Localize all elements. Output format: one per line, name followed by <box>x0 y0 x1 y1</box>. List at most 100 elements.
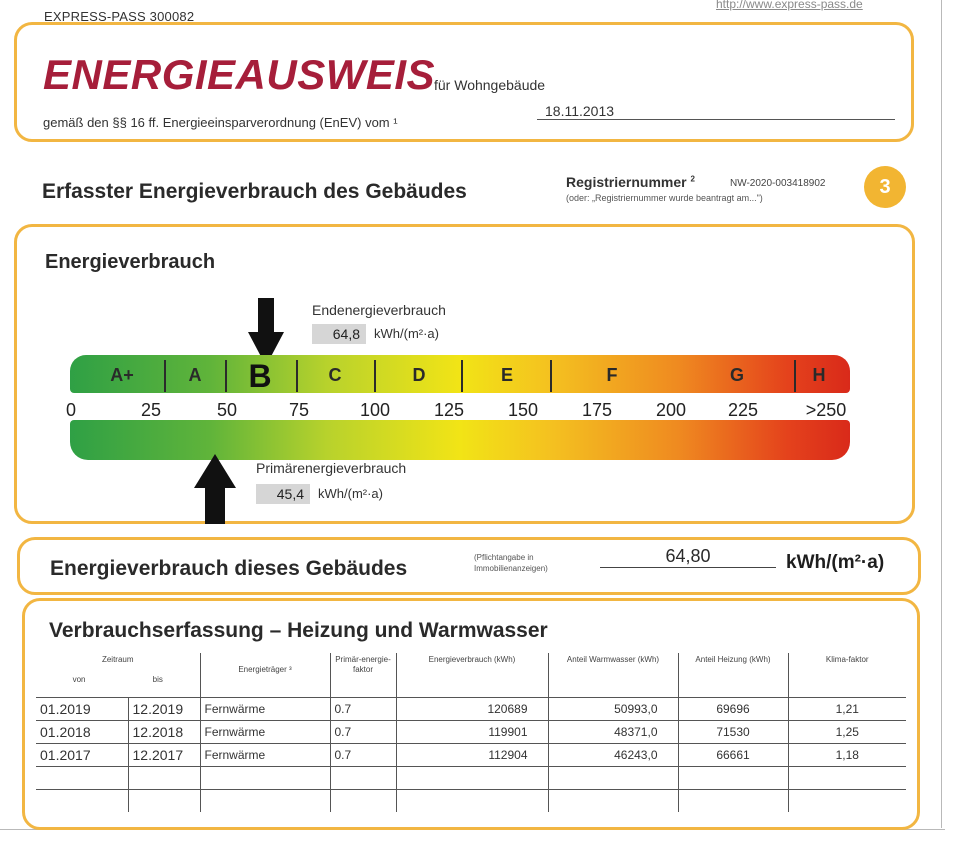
energy-class-a: A <box>188 365 202 385</box>
end-energy-value: 64,8 <box>312 324 366 344</box>
scale-tick: 225 <box>727 400 759 420</box>
scale-tick: >250 <box>805 400 847 420</box>
cell-empty <box>547 789 678 812</box>
scale-tick: 0 <box>65 400 76 420</box>
class-divider <box>296 360 298 392</box>
table-row-empty <box>36 766 906 790</box>
energy-class-d: D <box>412 365 426 385</box>
cell-empty <box>329 766 396 790</box>
energy-class-h: H <box>812 365 826 385</box>
cell-empty <box>127 789 200 812</box>
end-energy-label: Endenergieverbrauch <box>312 302 446 318</box>
scale-tick: 150 <box>507 400 539 420</box>
header-von: von <box>72 675 86 684</box>
scale-tick: 100 <box>359 400 391 420</box>
consumption-record-title: Verbrauchserfassung – Heizung und Warmwa… <box>49 619 548 642</box>
cell-empty <box>329 789 396 812</box>
building-consumption-title: Energieverbrauch dieses Gebäudes <box>50 557 408 580</box>
energy-class-f: F <box>606 365 618 385</box>
energy-class-aplus: A+ <box>110 365 134 385</box>
class-divider <box>550 360 552 392</box>
energy-class-g: G <box>729 365 744 385</box>
cell-bis: 12.2019 <box>127 697 200 721</box>
cell-bis: 12.2018 <box>127 720 200 744</box>
cell-heizung: 69696 <box>677 697 788 721</box>
cell-von: 01.2018 <box>36 720 128 744</box>
cell-heizung: 71530 <box>677 720 788 744</box>
header-energietraeger-label: Energieträger ³ <box>238 665 292 674</box>
cell-empty <box>199 789 330 812</box>
cell-warmwasser: 46243,0 <box>547 743 678 767</box>
table-row: 01.2019 12.2019 Fernwärme 0.7 120689 509… <box>36 697 906 721</box>
energy-class-c: C <box>328 365 342 385</box>
page-number-badge: 3 <box>864 166 906 208</box>
document-title: ENERGIEAUSWEIS <box>43 51 436 98</box>
primary-energy-unit: kWh/(m²·a) <box>318 486 383 501</box>
primary-energy-value: 45,4 <box>256 484 310 504</box>
table-header-row: Zeitraum von bis Energieträger ³ Primär-… <box>36 653 906 698</box>
energy-class-scale <box>70 355 850 393</box>
scale-tick: 200 <box>655 400 687 420</box>
cell-empty <box>677 789 788 812</box>
class-divider <box>374 360 376 392</box>
consumption-table: Zeitraum von bis Energieträger ³ Primär-… <box>36 653 906 812</box>
cell-klima: 1,18 <box>787 743 906 767</box>
header-primaerfaktor: Primär-energie-faktor <box>329 653 396 698</box>
cell-empty <box>677 766 788 790</box>
primary-energy-arrow-icon <box>194 454 236 524</box>
energy-class-e: E <box>500 365 513 385</box>
header-bis: bis <box>152 675 163 684</box>
cell-von: 01.2019 <box>36 697 128 721</box>
scale-tick: 50 <box>216 400 238 420</box>
document-subtitle: für Wohngebäude <box>434 77 546 93</box>
cell-faktor: 0.7 <box>329 720 396 744</box>
end-energy-unit: kWh/(m²·a) <box>374 326 439 341</box>
cell-empty <box>547 766 678 790</box>
header-energietraeger: Energieträger ³ <box>199 653 330 698</box>
cell-von: 01.2017 <box>36 743 128 767</box>
end-energy-arrow-icon <box>248 298 284 366</box>
cell-warmwasser: 48371,0 <box>547 720 678 744</box>
regulation-date: 18.11.2013 <box>537 103 895 120</box>
pass-url-link[interactable]: http://www.express-pass.de <box>716 0 863 11</box>
cell-empty <box>395 789 548 812</box>
header-warmwasser: Anteil Warmwasser (kWh) <box>547 653 678 698</box>
building-consumption-note: (Pflichtangabe in Immobilienanzeigen) <box>474 553 548 573</box>
registration-label: Registriernummer 2 <box>566 174 695 190</box>
registration-number: NW-2020-003418902 <box>730 178 826 189</box>
consumption-table-wrapper: Zeitraum von bis Energieträger ³ Primär-… <box>36 653 906 812</box>
header-zeitraum: Zeitraum von bis <box>36 653 200 698</box>
primary-energy-scale <box>70 420 850 460</box>
building-consumption-value: 64,80 <box>600 546 776 568</box>
cell-verbrauch: 120689 <box>395 697 548 721</box>
header-heizung: Anteil Heizung (kWh) <box>677 653 788 698</box>
cell-klima: 1,25 <box>787 720 906 744</box>
building-consumption-unit: kWh/(m²·a) <box>786 552 885 573</box>
header-zeitraum-label: Zeitraum <box>101 655 134 664</box>
cell-verbrauch: 112904 <box>395 743 548 767</box>
registration-footnote: 2 <box>690 174 695 184</box>
energy-consumption-title: Energieverbrauch <box>45 251 216 273</box>
cell-empty <box>127 766 200 790</box>
class-divider <box>461 360 463 392</box>
cell-empty <box>36 766 128 790</box>
cell-energietraeger: Fernwärme <box>199 720 330 744</box>
class-divider <box>794 360 796 392</box>
cell-energietraeger: Fernwärme <box>199 743 330 767</box>
table-row-empty <box>36 789 906 812</box>
right-border-line <box>941 0 942 828</box>
section-heading: Erfasster Energieverbrauch des Gebäudes <box>42 180 467 203</box>
building-consumption-box: Energieverbrauch dieses Gebäudes (Pflich… <box>17 537 921 595</box>
cell-energietraeger: Fernwärme <box>199 697 330 721</box>
cell-klima: 1,21 <box>787 697 906 721</box>
cell-verbrauch: 119901 <box>395 720 548 744</box>
cell-empty <box>36 789 128 812</box>
scale-tick: 75 <box>288 400 310 420</box>
scale-tick: 125 <box>433 400 465 420</box>
cell-warmwasser: 50993,0 <box>547 697 678 721</box>
consumption-record-box: Verbrauchserfassung – Heizung und Warmwa… <box>22 598 920 830</box>
table-row: 01.2017 12.2017 Fernwärme 0.7 112904 462… <box>36 743 906 767</box>
cell-heizung: 66661 <box>677 743 788 767</box>
scale-tick: 25 <box>140 400 162 420</box>
header-zeitraum-subheaders: von bis <box>39 675 197 685</box>
